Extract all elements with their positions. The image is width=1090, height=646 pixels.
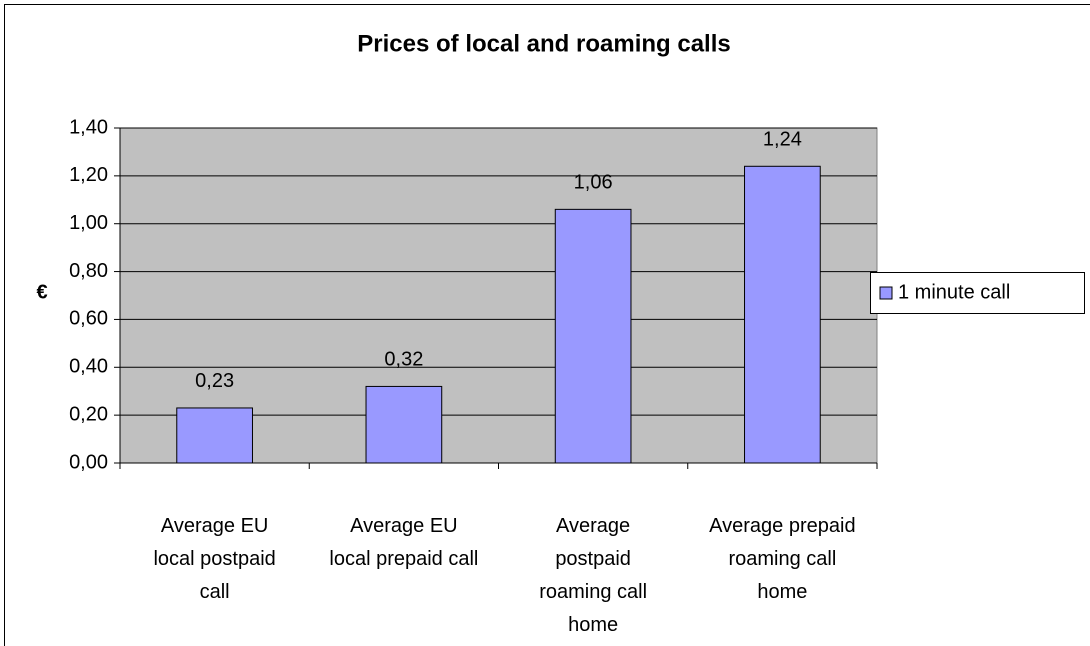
x-tick-label: Average EU local postpaid call — [153, 515, 276, 603]
y-tick-label: 0,80 — [69, 260, 108, 282]
bar — [176, 407, 253, 464]
y-tick-label: 0,40 — [69, 356, 108, 378]
y-tick-label: 0,20 — [69, 403, 108, 425]
legend-box — [870, 272, 1085, 314]
data-label: 1,06 — [574, 172, 613, 194]
data-label: 1,24 — [763, 129, 802, 151]
bar — [744, 165, 821, 464]
legend-swatch — [879, 286, 893, 300]
data-label: 0,23 — [195, 370, 234, 392]
chart-title: Prices of local and roaming calls — [357, 30, 730, 57]
y-axis-label: € — [36, 281, 47, 303]
legend-label: 1 minute call — [898, 281, 1010, 303]
y-tick-label: 1,20 — [69, 164, 108, 186]
data-label: 0,32 — [384, 349, 423, 371]
x-tick-label: Average prepaid roaming call home — [709, 515, 856, 603]
y-tick-label: 1,00 — [69, 212, 108, 234]
y-tick-label: 1,40 — [69, 116, 108, 138]
x-tick-label: Average postpaid roaming call home — [539, 515, 648, 636]
bar — [365, 385, 443, 464]
x-tick-label: Average EU local prepaid call — [329, 515, 479, 570]
bar — [554, 208, 632, 464]
y-tick-label: 0,00 — [69, 451, 108, 473]
y-tick-label: 0,60 — [69, 308, 108, 330]
